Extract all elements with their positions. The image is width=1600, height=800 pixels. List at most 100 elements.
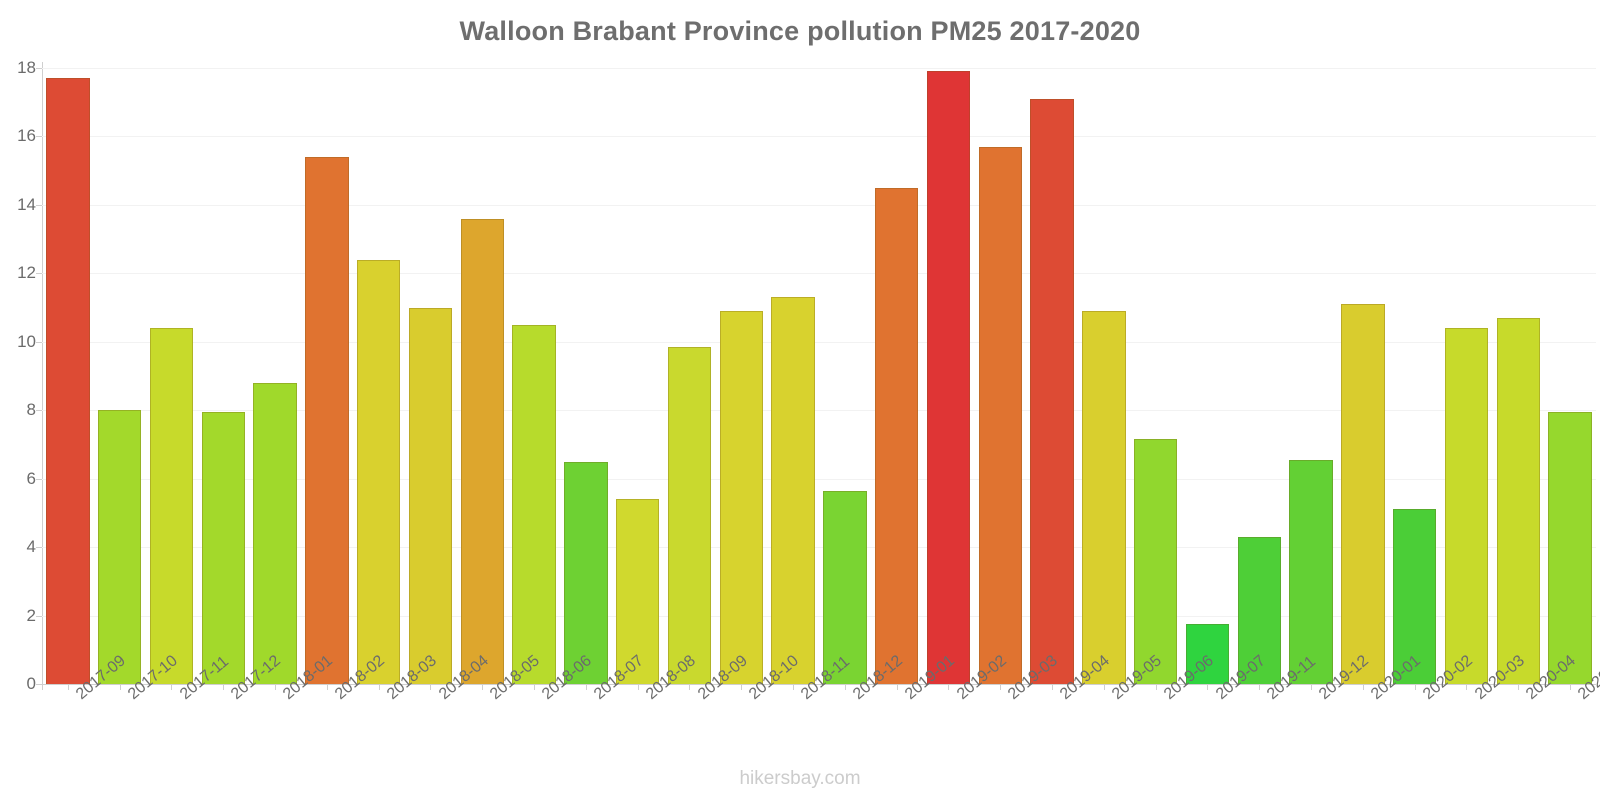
x-axis-tick-mark — [326, 684, 328, 690]
bar[interactable] — [460, 218, 505, 684]
bar-slot — [923, 68, 975, 690]
bar[interactable] — [926, 71, 971, 684]
bar-slot — [1441, 68, 1493, 690]
bar[interactable] — [1392, 509, 1437, 684]
bar[interactable] — [1237, 536, 1282, 684]
gridline — [42, 341, 1596, 343]
gridline — [42, 684, 1596, 685]
bar[interactable] — [564, 461, 608, 684]
bar[interactable] — [1548, 411, 1592, 684]
y-axis-tick-label: 12 — [17, 263, 36, 283]
x-axis-tick-mark — [1052, 684, 1054, 690]
bar[interactable] — [823, 490, 867, 684]
bar[interactable] — [667, 346, 712, 684]
gridline — [42, 68, 1596, 69]
bar[interactable] — [1133, 439, 1178, 684]
bar-slot — [715, 68, 767, 690]
y-axis-tick-label: 14 — [17, 194, 36, 214]
bar[interactable] — [978, 146, 1023, 684]
y-axis-tick-mark — [36, 273, 42, 275]
bar[interactable] — [408, 307, 453, 684]
bar-slot — [42, 68, 94, 690]
x-axis-tick-mark — [844, 684, 846, 690]
bar-slot — [1492, 68, 1544, 690]
bar[interactable] — [253, 382, 297, 684]
bar[interactable] — [1082, 310, 1126, 684]
bar[interactable] — [46, 78, 90, 684]
bar-slot — [1182, 68, 1234, 690]
x-axis-tick-mark — [793, 684, 795, 690]
x-axis-tick-mark — [585, 684, 587, 690]
bar[interactable] — [771, 297, 815, 684]
y-axis-line — [42, 62, 43, 690]
bar-slot — [1337, 68, 1389, 690]
x-axis-tick-mark — [534, 684, 536, 690]
gridline — [42, 615, 1596, 617]
bar[interactable] — [615, 499, 660, 684]
bar-slot — [353, 68, 405, 690]
bar[interactable] — [1341, 304, 1385, 684]
x-axis-labels-group: 2017-09 2017-10 2017-11 2017-12 2018-01 2018-… — [42, 652, 1600, 770]
bar-slot — [664, 68, 716, 690]
bar[interactable] — [1185, 624, 1230, 684]
x-axis-tick-mark — [119, 684, 121, 690]
bar[interactable] — [719, 310, 764, 684]
bar-slot — [301, 68, 353, 690]
bar-slot — [1544, 68, 1596, 690]
x-axis-tick-mark — [67, 684, 69, 690]
gridline — [42, 136, 1596, 138]
bar-slot — [405, 68, 457, 690]
footer-watermark: hikersbay.com — [739, 768, 861, 789]
page-title: Walloon Brabant Province pollution PM25 … — [459, 16, 1141, 46]
bar-slot — [767, 68, 819, 690]
x-axis-tick-mark — [223, 684, 225, 690]
bar-slot — [612, 68, 664, 690]
x-axis-tick-mark — [1362, 684, 1364, 690]
bar-slot — [560, 68, 612, 690]
y-axis-tick-label: 18 — [17, 58, 36, 77]
y-axis-tick-mark — [36, 684, 42, 685]
y-axis-tick-label: 8 — [26, 400, 36, 420]
bar[interactable] — [356, 259, 401, 684]
bar[interactable] — [1030, 98, 1074, 684]
x-axis-tick-mark — [1518, 684, 1520, 690]
bar-slot — [1026, 68, 1078, 690]
x-axis-tick-mark — [1259, 684, 1261, 690]
x-axis-tick-mark — [378, 684, 380, 690]
x-axis-tick-mark — [1000, 684, 1002, 690]
x-axis-tick-mark — [896, 684, 898, 690]
gridline — [42, 273, 1596, 275]
gridline — [42, 204, 1596, 206]
plot-area — [42, 68, 1596, 690]
bar[interactable] — [149, 328, 194, 684]
bar-slot — [974, 68, 1026, 690]
bar[interactable] — [1496, 317, 1541, 684]
bar[interactable] — [874, 187, 919, 684]
bar-slot — [1285, 68, 1337, 690]
bar-slot — [871, 68, 923, 690]
bar[interactable] — [512, 324, 556, 684]
y-axis-tick-label: 16 — [17, 126, 36, 146]
x-axis-tick-mark — [1570, 684, 1572, 690]
x-axis-tick-mark — [1207, 684, 1209, 690]
bar-slot — [249, 68, 301, 690]
y-axis-tick-label: 6 — [26, 468, 36, 488]
gridline — [42, 410, 1596, 412]
bar-slot — [1078, 68, 1130, 690]
bar-slot — [819, 68, 871, 690]
y-axis-tick-mark — [36, 410, 42, 412]
bar-slot — [197, 68, 249, 690]
bar[interactable] — [97, 410, 142, 684]
bar[interactable] — [1444, 328, 1489, 684]
y-axis-tick-mark — [36, 136, 42, 138]
x-axis-tick-mark — [1311, 684, 1313, 690]
bar-slot — [1233, 68, 1285, 690]
y-axis-tick-label: 10 — [17, 331, 36, 351]
bar[interactable] — [305, 156, 349, 684]
y-axis-tick-mark — [36, 68, 42, 69]
bar-slot — [1389, 68, 1441, 690]
y-axis-tick-mark — [36, 204, 42, 206]
bar[interactable] — [1289, 459, 1333, 684]
bar[interactable] — [201, 411, 246, 684]
x-axis-tick-mark — [171, 684, 173, 690]
